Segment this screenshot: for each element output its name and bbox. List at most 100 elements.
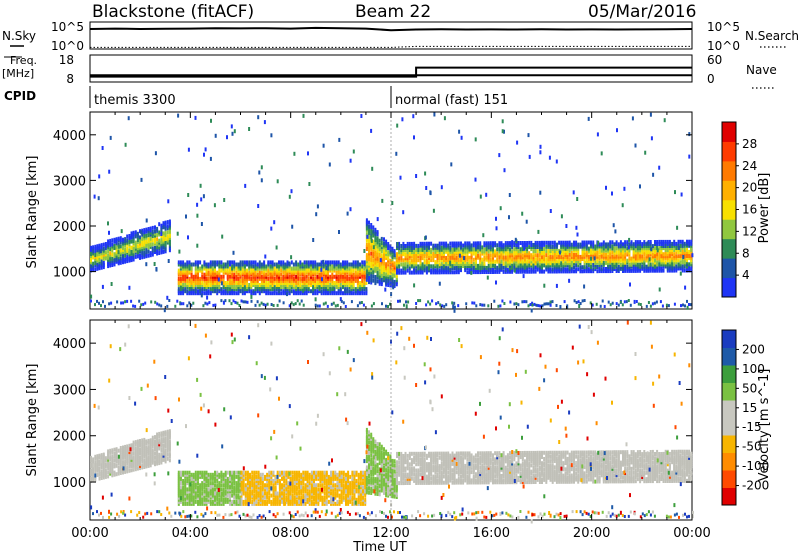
- scatter-cell: [370, 238, 373, 243]
- echo-cell: [573, 259, 575, 264]
- echo-cell: [252, 281, 255, 285]
- echo-cell: [143, 450, 146, 455]
- echo-cell: [483, 263, 486, 268]
- echo-cell: [98, 466, 101, 471]
- echo-cell: [600, 254, 603, 259]
- echo-cell: [634, 264, 637, 269]
- echo-cell: [239, 281, 242, 285]
- echo-cell: [115, 245, 118, 250]
- echo-cell: [192, 483, 195, 488]
- echo-cell: [94, 465, 97, 470]
- echo-cell: [324, 281, 327, 285]
- echo-cell: [117, 459, 120, 464]
- echo-cell: [119, 244, 122, 249]
- echo-cell: [151, 456, 154, 461]
- echo-cell: [248, 270, 251, 275]
- echo-cell: [344, 276, 347, 281]
- echo-cell: [194, 276, 197, 281]
- noise-cell: [288, 304, 291, 308]
- echo-cell: [229, 481, 231, 486]
- echo-cell: [237, 495, 240, 500]
- echo-cell: [481, 249, 484, 254]
- echo-cell: [385, 245, 388, 250]
- echo-cell: [111, 448, 114, 453]
- echo-cell: [190, 474, 193, 479]
- echo-cell: [408, 266, 411, 271]
- echo-cell: [265, 274, 268, 279]
- echo-cell: [602, 260, 605, 265]
- echo-cell: [113, 464, 116, 469]
- echo-cell: [352, 276, 355, 281]
- echo-cell: [229, 483, 231, 488]
- echo-cell: [179, 270, 182, 275]
- echo-cell: [229, 260, 231, 265]
- echo-cell: [654, 246, 656, 251]
- echo-cell: [376, 240, 379, 245]
- noise-cell: [690, 303, 692, 307]
- echo-cell: [442, 247, 445, 252]
- echo-cell: [619, 262, 622, 267]
- echo-cell: [182, 276, 185, 281]
- scatter-cell: [343, 265, 346, 270]
- echo-cell: [419, 258, 422, 263]
- echo-cell: [239, 289, 242, 294]
- echo-cell: [494, 263, 497, 268]
- echo-cell: [139, 455, 141, 460]
- echo-cell: [551, 269, 554, 274]
- echo-cell: [160, 225, 163, 230]
- echo-cell: [156, 245, 159, 250]
- echo-cell: [207, 281, 210, 285]
- echo-cell: [286, 274, 289, 279]
- echo-cell: [199, 266, 202, 271]
- echo-cell: [662, 239, 665, 244]
- echo-cell: [222, 278, 225, 283]
- echo-cell: [207, 270, 210, 275]
- echo-cell: [184, 491, 187, 496]
- scatter-cell: [402, 210, 405, 215]
- echo-cell: [197, 260, 199, 265]
- echo-cell: [581, 269, 584, 274]
- echo-cell: [160, 238, 163, 243]
- echo-cell: [681, 252, 684, 257]
- echo-cell: [235, 291, 238, 296]
- echo-cell: [551, 249, 554, 253]
- echo-cell: [383, 241, 385, 246]
- echo-cell: [207, 499, 210, 504]
- echo-cell: [553, 240, 556, 245]
- echo-cell: [679, 243, 682, 248]
- echo-cell: [182, 472, 185, 477]
- noise-cell: [182, 302, 185, 306]
- echo-cell: [134, 440, 137, 445]
- echo-cell: [383, 245, 385, 250]
- echo-cell: [203, 470, 206, 475]
- echo-cell: [432, 254, 435, 258]
- echo-cell: [214, 499, 216, 504]
- echo-cell: [438, 241, 441, 246]
- echo-cell: [337, 276, 340, 281]
- echo-cell: [523, 267, 526, 272]
- echo-cell: [615, 246, 618, 251]
- echo-cell: [339, 262, 342, 267]
- echo-cell: [673, 258, 676, 263]
- echo-cell: [188, 479, 191, 483]
- echo-cell: [199, 472, 202, 477]
- echo-cell: [370, 276, 373, 281]
- echo-cell: [660, 242, 663, 246]
- noise-cell: [190, 303, 193, 307]
- echo-cell: [498, 249, 501, 254]
- echo-cell: [455, 260, 458, 264]
- echo-cell: [286, 276, 289, 281]
- echo-cell: [562, 259, 565, 264]
- echo-cell: [96, 250, 99, 255]
- echo-cell: [126, 456, 129, 461]
- echo-cell: [391, 275, 394, 280]
- echo-cell: [182, 289, 185, 294]
- echo-cell: [119, 452, 122, 457]
- echo-cell: [164, 226, 167, 231]
- echo-cell: [598, 248, 601, 253]
- echo-cell: [624, 240, 627, 245]
- echo-cell: [530, 269, 533, 274]
- noise-cell: [238, 304, 241, 307]
- echo-cell: [275, 291, 278, 296]
- echo-cell: [453, 260, 456, 264]
